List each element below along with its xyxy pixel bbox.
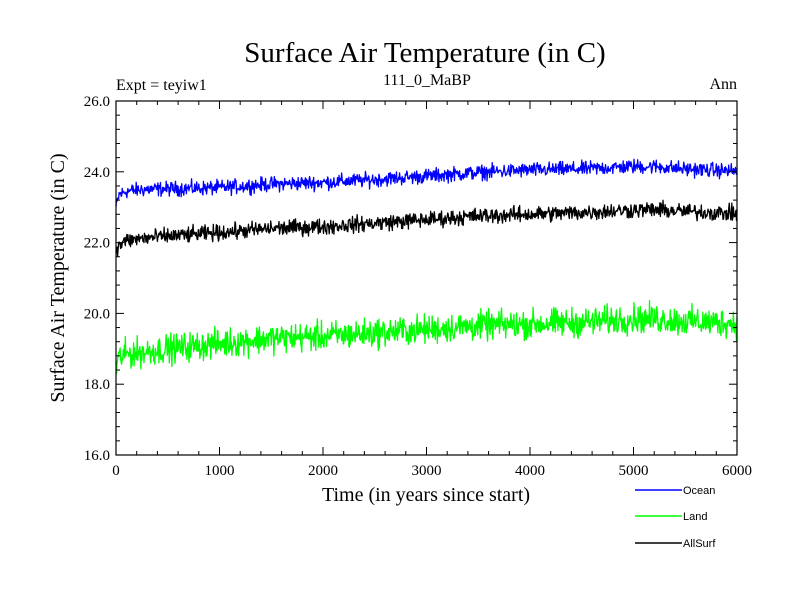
x-tick-label: 5000 <box>619 463 649 479</box>
legend-label-ocean: Ocean <box>683 485 715 497</box>
season-label: Ann <box>709 76 737 93</box>
plot-area: 0 1000 2000 3000 4000 5000 6000 16.0 18.0 20.0 22… <box>84 94 752 479</box>
y-tick-label: 26.0 <box>84 94 110 110</box>
chart-subtitle: 111_0_MaBP <box>383 72 471 89</box>
x-tick-label: 0 <box>112 463 120 479</box>
legend-label-allsurf: AllSurf <box>683 538 716 550</box>
x-tick-label: 4000 <box>515 463 545 479</box>
chart-title: Surface Air Temperature (in C) <box>244 37 605 69</box>
y-tick-label: 18.0 <box>84 377 110 393</box>
experiment-label: Expt = teyiw1 <box>116 77 207 94</box>
x-axis-label: Time (in years since start) <box>322 484 530 506</box>
series-line-allsurf <box>115 199 738 258</box>
x-tick-label: 3000 <box>412 463 442 479</box>
legend-label-land: Land <box>683 511 707 523</box>
x-axis-ticks: 0 1000 2000 3000 4000 5000 6000 <box>112 101 752 479</box>
y-tick-label: 22.0 <box>84 236 110 252</box>
legend: Ocean Land AllSurf <box>635 485 716 550</box>
series-line-ocean <box>115 158 738 207</box>
plot-frame <box>115 100 738 456</box>
series-line-land <box>115 300 738 375</box>
x-tick-label: 6000 <box>722 463 752 479</box>
y-tick-label: 20.0 <box>84 306 110 322</box>
series-layer <box>115 158 738 375</box>
x-tick-label: 1000 <box>205 463 235 479</box>
y-tick-label: 16.0 <box>84 448 110 464</box>
y-axis-ticks: 16.0 18.0 20.0 22.0 24.0 26.0 <box>84 94 737 464</box>
y-tick-label: 24.0 <box>84 165 110 181</box>
x-tick-label: 2000 <box>308 463 338 479</box>
y-axis-label: Surface Air Temperature (in C) <box>47 153 69 402</box>
